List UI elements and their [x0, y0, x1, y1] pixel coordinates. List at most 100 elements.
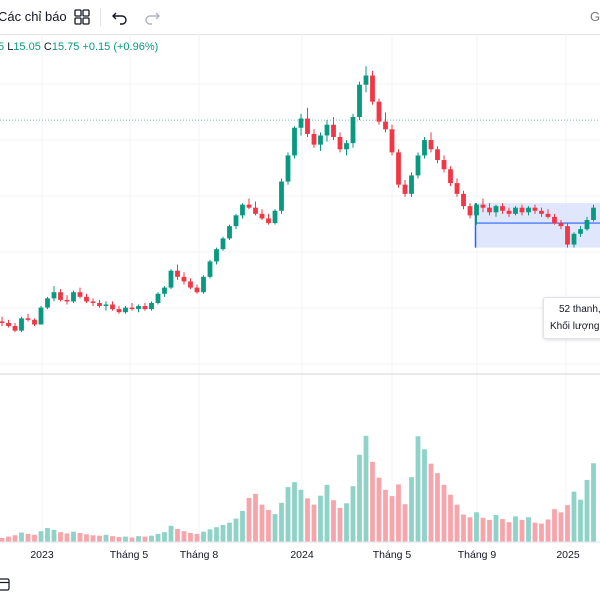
volume-bar [142, 536, 148, 542]
volume-bar [324, 484, 330, 542]
layout-grid-icon[interactable] [72, 7, 92, 27]
candle-body [422, 140, 427, 156]
candle-body [155, 293, 161, 303]
volume-bar [487, 519, 492, 542]
volume-bar [305, 498, 310, 542]
candle-body [558, 223, 564, 227]
volume-bar [532, 522, 538, 542]
volume-bar [480, 517, 486, 542]
volume-bar [389, 496, 395, 542]
candle-body [565, 226, 570, 245]
candle-body [493, 206, 499, 213]
candle-body [383, 121, 388, 130]
ohlc-change: +0.15 (+0.96%) [82, 41, 159, 53]
candle-body [149, 302, 154, 310]
candle-body [409, 175, 414, 194]
volume-bar [64, 533, 70, 542]
volume-bar [233, 518, 239, 542]
volume-bar [584, 479, 590, 542]
volume-bar [402, 504, 408, 542]
volume-bar [201, 531, 206, 542]
ohlc-close-key: C [43, 41, 52, 53]
volume-bar [116, 537, 122, 542]
candle-body [32, 319, 37, 325]
time-axis-label: 2024 [290, 549, 314, 561]
volume-bar [545, 519, 551, 542]
volume-bar [396, 484, 401, 542]
volume-bar [207, 529, 213, 542]
time-axis-label: 2025 [556, 549, 580, 561]
time-axis-label: Tháng 8 [180, 549, 219, 561]
price-chart[interactable]: 2023 Tháng 5 Tháng 8 2024 Tháng 5 Tháng 9 2025 [0, 34, 600, 600]
candle-body [344, 143, 349, 150]
volume-bar [103, 534, 109, 542]
volume-bar [194, 533, 200, 542]
volume-bar [6, 536, 11, 542]
candle-body [0, 321, 5, 323]
toolbar-right-item[interactable]: G [590, 9, 600, 24]
volume-bar [84, 534, 89, 542]
candle-body [45, 298, 50, 308]
candle-body [324, 124, 330, 136]
volume-bar [136, 536, 141, 542]
candle-body [233, 215, 239, 227]
volume-bar [38, 531, 44, 542]
calendar-icon[interactable] [0, 577, 10, 591]
candle-body [318, 135, 323, 145]
volume-bar [337, 507, 343, 542]
candle-body [539, 210, 544, 214]
volume-bar [25, 533, 31, 542]
time-axis-label: Tháng 5 [110, 549, 149, 561]
ohlc-low: 15.05 [13, 41, 41, 53]
candle-body [552, 216, 557, 224]
volume-bar [259, 504, 265, 542]
volume-bar [110, 536, 115, 542]
undo-icon[interactable] [110, 7, 130, 27]
volume-bar [129, 537, 135, 542]
volume-bar [526, 517, 531, 542]
tooltip-bars: 52 thanh, [559, 304, 600, 315]
volume-bar [578, 499, 583, 542]
volume-bar [519, 519, 525, 542]
candle-body [487, 207, 492, 213]
volume-bar [500, 519, 505, 542]
candle-body [591, 207, 596, 220]
candle-body [97, 302, 102, 307]
volume-bar [279, 502, 284, 542]
candle-body [474, 204, 479, 216]
candle-body [201, 276, 206, 293]
candle-body [214, 249, 219, 262]
volume-bar [435, 473, 440, 542]
candle-body [331, 124, 336, 137]
volume-bar [51, 529, 57, 542]
candle-body [435, 149, 440, 161]
indicators-button[interactable]: Các chỉ báo [0, 9, 67, 24]
candle-body [168, 270, 174, 288]
candle-body [389, 129, 395, 153]
volume-bar [513, 516, 518, 542]
toolbar-separator [100, 8, 101, 26]
candle-body [207, 261, 213, 277]
time-axis-label: Tháng 5 [373, 549, 412, 561]
candle-body [357, 84, 362, 118]
candle-body [58, 292, 63, 300]
redo-icon[interactable] [142, 7, 162, 27]
candle-body [64, 299, 70, 302]
volume-bar [422, 449, 427, 542]
volume-bar [298, 489, 304, 542]
candle-body [285, 155, 291, 182]
volume-bar [45, 528, 50, 542]
candle-body [428, 140, 434, 150]
candle-body [532, 207, 538, 211]
volume-bar [0, 537, 5, 542]
candle-body [461, 193, 466, 207]
volume-bar [493, 515, 499, 542]
candle-body [441, 160, 447, 170]
volume-bar [539, 523, 544, 542]
top-toolbar: Các chỉ báo G [0, 0, 600, 35]
ohlc-legend: 5 L15.05 C15.75 +0.15 (+0.96%) [0, 41, 158, 53]
candle-body [571, 233, 577, 245]
volume-bar [162, 532, 167, 542]
volume-bar [591, 463, 596, 542]
candle-body [415, 155, 421, 176]
